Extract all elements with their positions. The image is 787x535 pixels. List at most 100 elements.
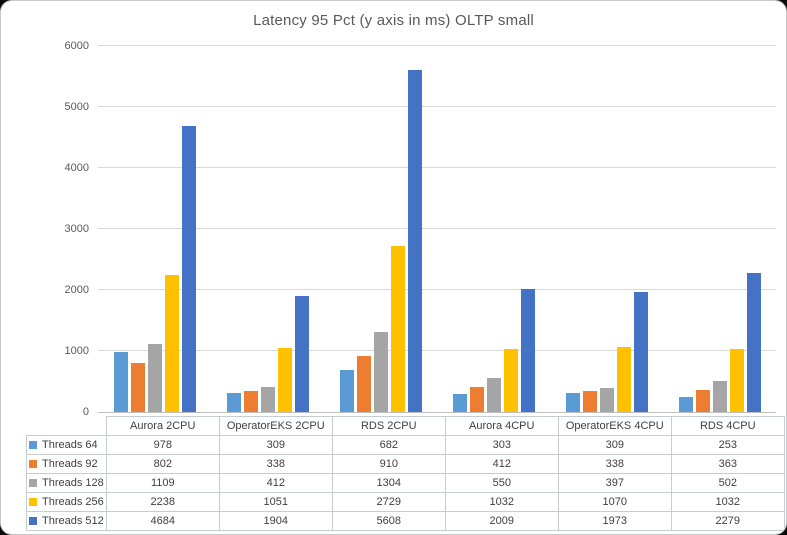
legend-cell-threads-256: Threads 256 — [26, 492, 107, 512]
y-axis-tick-label: 6000 — [64, 40, 89, 52]
table-cell-value: 682 — [331, 435, 446, 455]
table-cell-value: 2009 — [444, 511, 559, 531]
table-cell-value: 2729 — [331, 492, 446, 512]
bar-group-rds-2cpu — [324, 46, 437, 412]
y-axis-tick-label: 0 — [82, 406, 89, 418]
bar-threads-512-aurora-4cpu — [521, 289, 535, 412]
table-header-row: Aurora 2CPU OperatorEKS 2CPU RDS 2CPU Auror… — [27, 416, 785, 436]
table-row-threads-128: Threads 128 1109 412 1304 550 397 502 — [26, 473, 785, 493]
chart-data-table: Aurora 2CPU OperatorEKS 2CPU RDS 2CPU Auror… — [26, 416, 785, 531]
bar-threads-64-aurora-4cpu — [453, 394, 467, 412]
legend-cell-threads-128: Threads 128 — [26, 473, 107, 493]
bar-group-operatoreks-4cpu — [550, 46, 663, 412]
legend-key-swatch — [29, 460, 37, 468]
table-cell-value: 309 — [218, 435, 333, 455]
table-cell-value: 1904 — [218, 511, 333, 531]
bar-threads-128-operatoreks-2cpu — [261, 387, 275, 412]
table-cell-value: 1304 — [331, 473, 446, 493]
bar-threads-128-rds-2cpu — [374, 332, 388, 412]
y-axis-tick-label: 4000 — [64, 162, 89, 174]
bar-threads-64-rds-2cpu — [340, 370, 354, 412]
bar-threads-128-aurora-2cpu — [148, 344, 162, 412]
table-cell-value: 309 — [557, 435, 672, 455]
y-axis-tick-label: 3000 — [64, 223, 89, 235]
table-row-threads-256: Threads 256 2238 1051 2729 1032 1070 1032 — [26, 492, 785, 512]
table-header-category: OperatorEKS 2CPU — [218, 416, 333, 436]
gridline — [98, 167, 776, 168]
y-axis-tick-label: 1000 — [64, 345, 89, 357]
bar-threads-92-operatoreks-4cpu — [583, 391, 597, 412]
bar-group-rds-4cpu — [663, 46, 776, 412]
gridline — [98, 106, 776, 107]
gridline — [98, 289, 776, 290]
table-cell-value: 1032 — [670, 492, 785, 512]
legend-key-swatch — [29, 517, 37, 525]
bar-threads-64-operatoreks-2cpu — [227, 393, 241, 412]
table-cell-value: 253 — [670, 435, 785, 455]
table-header-category: Aurora 2CPU — [105, 416, 220, 436]
table-cell-value: 412 — [218, 473, 333, 493]
table-row-threads-512: Threads 512 4684 1904 5608 2009 1973 2279 — [26, 511, 785, 531]
bar-threads-256-rds-4cpu — [730, 349, 744, 412]
y-axis-tick-label: 5000 — [64, 101, 89, 113]
series-name-label: Threads 128 — [42, 477, 104, 489]
table-cell-value: 802 — [105, 454, 220, 474]
bar-threads-256-rds-2cpu — [391, 246, 405, 412]
table-header-category: RDS 2CPU — [331, 416, 446, 436]
bar-group-operatoreks-2cpu — [211, 46, 324, 412]
y-axis-labels: 0 1000 2000 3000 4000 5000 6000 — [1, 40, 89, 418]
table-cell-value: 1973 — [557, 511, 672, 531]
bar-threads-92-rds-4cpu — [696, 390, 710, 412]
legend-cell-threads-512: Threads 512 — [26, 511, 107, 531]
table-cell-value: 303 — [444, 435, 559, 455]
bar-group-aurora-2cpu — [98, 46, 211, 412]
bar-threads-92-rds-2cpu — [357, 356, 371, 412]
table-cell-value: 2238 — [105, 492, 220, 512]
table-header-category: Aurora 4CPU — [444, 416, 559, 436]
table-corner-cell — [27, 417, 107, 436]
bar-threads-64-aurora-2cpu — [114, 352, 128, 412]
bar-threads-256-operatoreks-4cpu — [617, 347, 631, 412]
table-cell-value: 1109 — [105, 473, 220, 493]
bar-threads-256-operatoreks-2cpu — [278, 348, 292, 412]
chart-title: Latency 95 Pct (y axis in ms) OLTP small — [253, 12, 534, 29]
bar-threads-64-operatoreks-4cpu — [566, 393, 580, 412]
gridline — [98, 45, 776, 46]
bar-threads-128-operatoreks-4cpu — [600, 388, 614, 412]
bar-threads-92-aurora-4cpu — [470, 387, 484, 412]
series-name-label: Threads 92 — [42, 458, 98, 470]
bar-threads-92-aurora-2cpu — [131, 363, 145, 412]
table-header-category: RDS 4CPU — [670, 416, 785, 436]
table-row-threads-64: Threads 64 978 309 682 303 309 253 — [26, 435, 785, 455]
table-header-category: OperatorEKS 4CPU — [557, 416, 672, 436]
series-name-label: Threads 512 — [42, 515, 104, 527]
bar-threads-128-aurora-4cpu — [487, 378, 501, 412]
table-cell-value: 338 — [557, 454, 672, 474]
table-cell-value: 338 — [218, 454, 333, 474]
series-name-label: Threads 256 — [42, 496, 104, 508]
table-cell-value: 1051 — [218, 492, 333, 512]
legend-cell-threads-64: Threads 64 — [26, 435, 107, 455]
table-row-threads-92: Threads 92 802 338 910 412 338 363 — [26, 454, 785, 474]
legend-key-swatch — [29, 498, 37, 506]
table-cell-value: 1032 — [444, 492, 559, 512]
table-cell-value: 978 — [105, 435, 220, 455]
table-cell-value: 550 — [444, 473, 559, 493]
table-cell-value: 2279 — [670, 511, 785, 531]
table-cell-value: 363 — [670, 454, 785, 474]
bar-threads-128-rds-4cpu — [713, 381, 727, 412]
table-cell-value: 412 — [444, 454, 559, 474]
table-cell-value: 910 — [331, 454, 446, 474]
legend-cell-threads-92: Threads 92 — [26, 454, 107, 474]
bar-threads-512-operatoreks-4cpu — [634, 292, 648, 412]
series-name-label: Threads 64 — [42, 439, 98, 451]
gridline — [98, 350, 776, 351]
gridline — [98, 228, 776, 229]
table-cell-value: 1070 — [557, 492, 672, 512]
bar-threads-64-rds-4cpu — [679, 397, 693, 412]
y-axis-tick-label: 2000 — [64, 284, 89, 296]
bar-threads-512-rds-2cpu — [408, 70, 422, 412]
legend-key-swatch — [29, 441, 37, 449]
table-cell-value: 4684 — [105, 511, 220, 531]
